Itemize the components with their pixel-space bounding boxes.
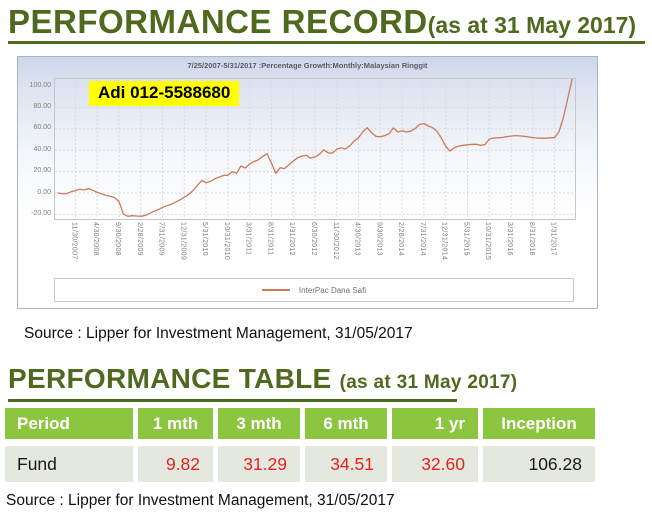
- x-axis-tick-label: 4/30/2013: [353, 222, 361, 256]
- table-value-cell: 9.82: [138, 446, 213, 482]
- table-value-cell: 31.29: [218, 446, 300, 482]
- table-header-cell: 6 mth: [305, 408, 387, 439]
- legend-series-label: InterPac Dana Safi: [298, 285, 367, 295]
- x-axis-tick-label: 12/31/2009: [179, 222, 187, 261]
- watermark-contact-label: Adi 012-5588680: [89, 81, 240, 106]
- table-source-text: Source : Lipper for Investment Managemen…: [6, 492, 395, 509]
- x-axis-tick-label: 2/28/2009: [135, 222, 143, 256]
- table-value-cell: 32.60: [392, 446, 478, 482]
- table-value-cell: 34.51: [305, 446, 387, 482]
- table-header-cell: 1 yr: [392, 408, 478, 439]
- performance-table-title: PERFORMANCE TABLE (as at 31 May 2017): [8, 363, 517, 395]
- y-axis-tick-label: 100.00: [29, 81, 51, 89]
- performance-chart-panel: 7/25/2007-5/31/2017 :Percentage Growth:M…: [17, 56, 598, 309]
- chart-source-text: Source : Lipper for Investment Managemen…: [24, 325, 413, 342]
- performance-record-asat: (as at 31 May 2017): [427, 12, 637, 38]
- x-axis-tick-label: 5/31/2015: [462, 222, 470, 256]
- y-axis-tick-label: 60.00: [33, 124, 51, 132]
- chart-legend: InterPac Dana Safi: [54, 278, 574, 302]
- fund-performance-line: [57, 79, 573, 217]
- table-header-cell: 3 mth: [218, 408, 300, 439]
- x-axis-tick-label: 11/30/2012: [331, 222, 339, 260]
- record-title-underline: [8, 41, 645, 44]
- legend-line-swatch: [261, 289, 290, 291]
- table-value-cell: 106.28: [483, 446, 595, 482]
- x-axis-tick-label: 12/31/2014: [440, 222, 448, 261]
- x-axis-tick-label: 6/30/2012: [310, 222, 317, 256]
- x-axis-tick-label: 1/31/2017: [549, 222, 557, 256]
- performance-table-asat: (as at 31 May 2017): [339, 372, 518, 393]
- performance-record-title: PERFORMANCE RECORD(as at 31 May 2017): [8, 3, 636, 41]
- performance-table-title-text: PERFORMANCE TABLE: [8, 363, 332, 394]
- y-axis-tick-label: 40.00: [33, 145, 51, 153]
- growth-line-chart: [55, 79, 575, 219]
- vertical-gridlines: [74, 79, 556, 219]
- table-header-cell: Period: [5, 408, 133, 439]
- y-axis-tick-label: -20.00: [31, 209, 51, 217]
- y-axis-tick-label: 20.00: [33, 167, 51, 175]
- x-axis-tick-label: 4/30/2008: [92, 222, 100, 256]
- y-axis-tick-label: 80.00: [33, 102, 51, 110]
- x-axis-tick-label: 5/31/2010: [201, 222, 209, 256]
- chart-title: 7/25/2007-5/31/2017 :Percentage Growth:M…: [187, 61, 428, 70]
- x-axis-tick-label: 3/31/2011: [244, 222, 252, 256]
- y-axis-tick-label: 0.00: [37, 188, 51, 196]
- x-axis-tick-label: 3/31/2016: [506, 222, 514, 256]
- x-axis-tick-label: 1/31/2012: [288, 222, 296, 256]
- x-axis-tick-label: 11/30/2007: [70, 222, 78, 260]
- x-axis-tick-label: 7/31/2014: [418, 222, 426, 256]
- performance-table: Period 1 mth 3 mth 6 mth 1 yr Inception Fund 9.…: [5, 408, 595, 482]
- x-axis-tick-label: 8/31/2016: [527, 222, 535, 256]
- x-axis-tick-label: 2/28/2014: [397, 222, 405, 256]
- x-axis-tick-label: 8/31/2011: [266, 222, 274, 256]
- x-axis-tick-label: 7/31/2009: [157, 222, 165, 256]
- plot-area: [54, 78, 576, 220]
- table-header-cell: Inception: [483, 408, 595, 439]
- x-axis-tick-label: 9/30/2008: [113, 222, 121, 256]
- x-axis-tick-label: 10/31/2015: [484, 222, 492, 261]
- x-axis-tick-label: 9/30/2013: [375, 222, 383, 256]
- x-axis-tick-label: 10/31/2010: [222, 222, 230, 261]
- table-title-underline: [8, 399, 457, 402]
- performance-record-title-text: PERFORMANCE RECORD: [8, 3, 428, 40]
- table-row-label: Fund: [5, 446, 133, 482]
- table-header-cell: 1 mth: [138, 408, 213, 439]
